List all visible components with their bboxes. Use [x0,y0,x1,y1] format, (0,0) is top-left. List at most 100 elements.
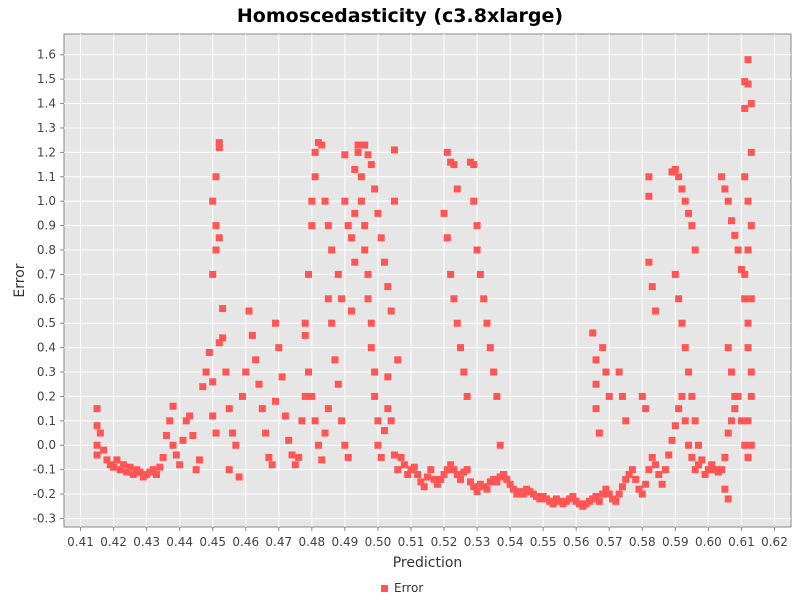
data-point [364,151,372,159]
data-point [126,463,134,471]
data-point [209,270,217,278]
data-point [728,368,736,376]
data-point [364,295,372,303]
data-point [648,453,656,461]
data-point [688,453,696,461]
data-point [708,461,716,469]
y-tick-label: 1.3 [37,121,56,135]
data-point [156,463,164,471]
data-point [381,258,389,266]
data-point [205,348,213,356]
data-point [694,441,702,449]
x-tick-label: 0.49 [332,535,359,549]
legend: Error [381,581,423,595]
data-point [410,463,418,471]
y-axis-ticks: -0.3 -0.2 -0.1 0.0 0.1 0.2 0.3 0.4 0.5 0.6 0.7 0.8 0… [33,48,64,525]
data-point [159,453,167,461]
data-point [129,471,137,479]
data-point [440,209,448,217]
data-point [357,173,365,181]
data-point [222,368,230,376]
data-point [100,446,108,454]
data-point [741,441,749,449]
data-point [741,173,749,181]
data-point [731,405,739,413]
data-point [318,456,326,464]
data-point [747,368,755,376]
data-point [718,173,726,181]
data-point [252,356,260,364]
data-point [417,478,425,486]
data-point [473,222,481,230]
y-axis-label: Error [12,263,28,297]
data-point [414,471,422,479]
data-point [328,246,336,254]
data-point [371,368,379,376]
x-axis-label: Prediction [393,555,463,571]
data-point [737,266,745,274]
x-tick-label: 0.60 [695,535,722,549]
data-point [744,453,752,461]
data-point [103,456,111,464]
data-point [470,483,478,491]
data-point [199,383,207,391]
y-tick-label: 0.8 [37,243,56,257]
data-point [592,492,600,500]
y-tick-label: 0.2 [37,389,56,403]
data-point [701,471,709,479]
data-point [691,246,699,254]
data-point [549,500,557,508]
data-point [457,344,465,352]
data-point [685,209,693,217]
data-point [652,461,660,469]
x-tick-label: 0.42 [100,535,127,549]
data-point [424,473,431,481]
data-point [288,451,296,459]
data-point [367,319,375,327]
data-point [430,475,438,483]
data-point [324,222,332,230]
x-tick-label: 0.57 [596,535,623,549]
data-point [675,405,683,413]
data-point [678,319,686,327]
data-point [658,480,666,488]
data-point [668,436,676,444]
data-point [638,392,646,400]
data-point [278,373,286,381]
data-point [734,246,742,254]
data-point [592,380,600,388]
data-point [728,417,736,425]
data-point [737,417,745,425]
data-point [625,471,633,479]
data-point [400,461,408,469]
data-point [648,283,656,291]
data-point [344,453,352,461]
data-point [351,258,359,266]
data-point [298,417,306,425]
data-point [731,392,739,400]
scatter-points [93,56,755,510]
data-point [295,453,303,461]
data-point [162,431,170,439]
data-point [747,222,755,230]
data-point [195,456,203,464]
data-point [615,368,623,376]
data-point [473,246,481,254]
data-point [321,429,329,437]
data-point [618,392,626,400]
data-point [219,305,227,313]
x-tick-label: 0.41 [67,535,94,549]
y-tick-label: 0.5 [37,316,56,330]
data-point [242,368,250,376]
data-point [437,475,445,483]
data-point [390,197,398,205]
x-tick-label: 0.58 [629,535,656,549]
data-point [384,373,392,381]
data-point [308,197,316,205]
data-point [741,104,749,112]
data-point [93,441,101,449]
data-point [93,405,101,413]
x-tick-label: 0.62 [761,535,788,549]
data-point [271,397,279,405]
